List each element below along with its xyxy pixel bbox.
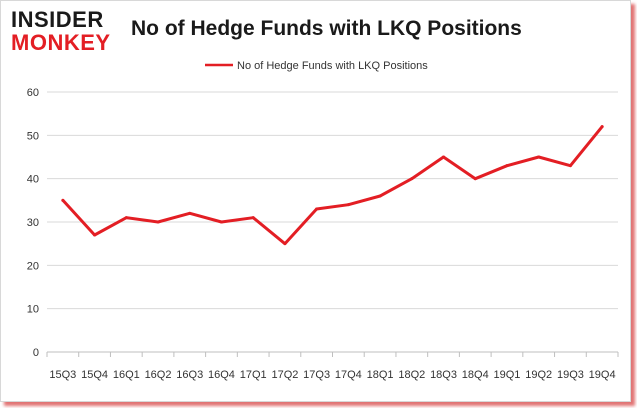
series-line (61, 125, 604, 246)
y-tick-label: 20 (27, 260, 39, 272)
y-axis-ticks: 0 10 20 30 40 50 60 (27, 87, 39, 359)
data-point (346, 203, 350, 207)
data-point (124, 216, 128, 220)
gridlines (47, 91, 618, 310)
data-point (315, 207, 319, 211)
data-point (410, 177, 414, 181)
logo-text-top: INSIDER (11, 7, 104, 32)
x-tick-label: 19Q4 (589, 369, 616, 381)
legend-label: No of Hedge Funds with LKQ Positions (237, 60, 428, 72)
data-point (473, 177, 477, 181)
data-point (378, 194, 382, 198)
data-point (188, 211, 192, 215)
line-chart: 0 10 20 30 40 50 60 15Q3 15Q4 16Q1 16Q2 16Q3 16Q4 17… (27, 60, 619, 381)
x-tick-label: 16Q3 (176, 369, 203, 381)
x-tick-label: 18Q4 (462, 369, 489, 381)
data-point (505, 164, 509, 168)
data-point (600, 125, 604, 129)
data-point (156, 220, 160, 224)
series-layer (61, 125, 604, 246)
logo-text-bottom: MONKEY (11, 30, 111, 55)
x-tick-label: 19Q1 (494, 369, 521, 381)
x-tick-label: 19Q2 (525, 369, 552, 381)
data-point (283, 242, 287, 246)
x-tick-label: 16Q4 (208, 369, 235, 381)
y-tick-label: 40 (27, 174, 39, 186)
y-tick-label: 30 (27, 217, 39, 229)
data-point (93, 233, 97, 237)
y-tick-label: 60 (27, 87, 39, 99)
data-point (61, 198, 65, 202)
x-tick-label: 18Q2 (398, 369, 425, 381)
chart-title: No of Hedge Funds with LKQ Positions (131, 17, 522, 40)
data-point (537, 155, 541, 159)
legend: No of Hedge Funds with LKQ Positions (205, 60, 428, 72)
x-tick-label: 16Q1 (113, 369, 140, 381)
y-tick-label: 50 (27, 130, 39, 142)
x-tick-label: 18Q1 (367, 369, 394, 381)
y-tick-label: 0 (33, 347, 39, 359)
x-tick-label: 19Q3 (557, 369, 584, 381)
x-tick-label: 16Q2 (145, 369, 172, 381)
data-point (251, 216, 255, 220)
x-tick-label: 15Q3 (49, 369, 76, 381)
insider-monkey-logo: INSIDER MONKEY (11, 9, 123, 55)
data-point (568, 164, 572, 168)
x-tick-label: 17Q1 (240, 369, 267, 381)
x-tick-label: 15Q4 (81, 369, 108, 381)
data-point (442, 155, 446, 159)
chart-frame: INSIDER MONKEY No of Hedge Funds with LK… (0, 0, 631, 402)
x-tick-label: 18Q3 (430, 369, 457, 381)
y-tick-label: 10 (27, 304, 39, 316)
x-axis-ticks: 15Q3 15Q4 16Q1 16Q2 16Q3 16Q4 17Q1 17Q2 17Q3 17Q4… (46, 352, 619, 381)
x-tick-label: 17Q3 (303, 369, 330, 381)
x-tick-label: 17Q4 (335, 369, 362, 381)
x-tick-label: 17Q2 (271, 369, 298, 381)
data-point (219, 220, 223, 224)
